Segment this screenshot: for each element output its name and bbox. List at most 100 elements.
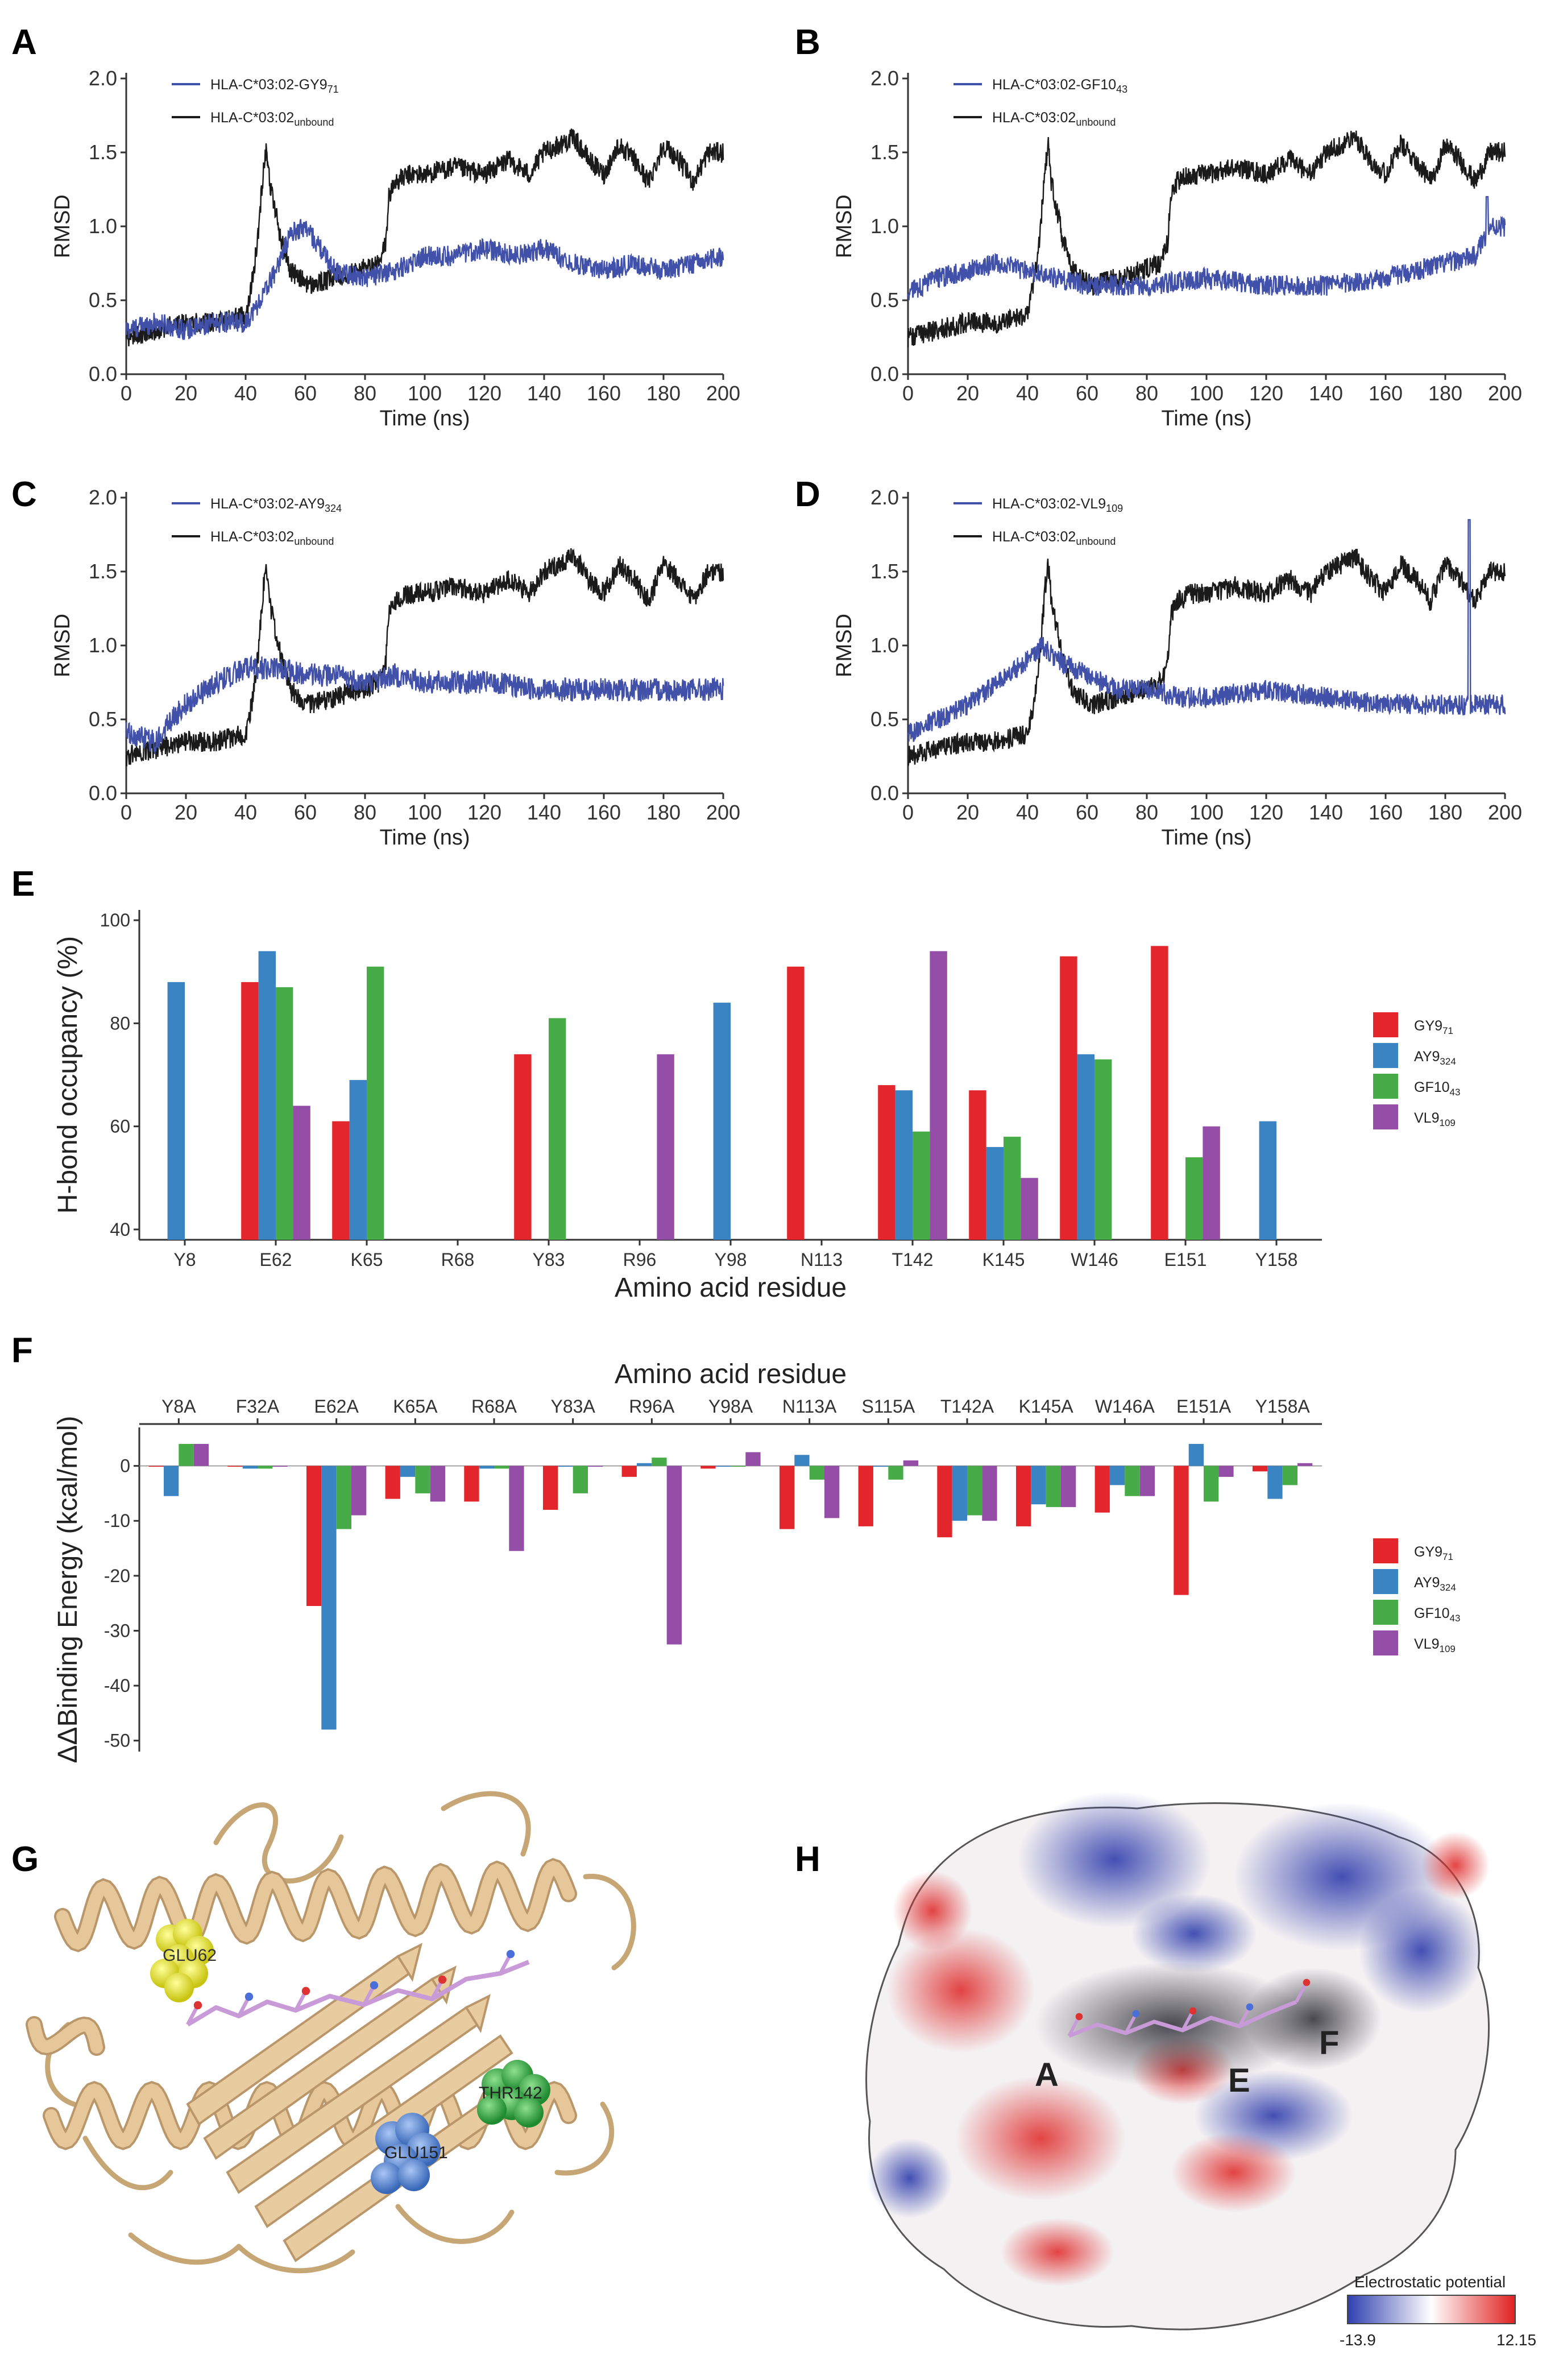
x-tick-label: 140 xyxy=(527,382,561,405)
category-label: Y158A xyxy=(1255,1396,1311,1417)
bar-ay9-k65 xyxy=(349,1080,367,1240)
y-tick-label: 0.5 xyxy=(89,707,117,731)
y-tick-label: 0.0 xyxy=(870,362,899,386)
y-tick-label: 1.5 xyxy=(870,140,899,164)
category-label: Y98 xyxy=(715,1249,747,1270)
x-tick-label: 60 xyxy=(294,801,317,824)
bar-gf10-k145 xyxy=(1004,1136,1021,1240)
bar-vl9-s115a xyxy=(903,1460,918,1466)
surface-charge-patches xyxy=(867,1791,1490,2286)
peptide-atom xyxy=(1246,2003,1254,2011)
legend-unbound-label: HLA-C*03:02unbound xyxy=(992,110,1116,128)
x-tick-label: 0 xyxy=(902,382,914,405)
y-tick-label: 0.5 xyxy=(89,288,117,312)
x-tick-label: 0 xyxy=(902,801,914,824)
y-tick-label: 80 xyxy=(110,1013,130,1033)
category-label: R68 xyxy=(441,1249,475,1270)
legend-unbound-label: HLA-C*03:02unbound xyxy=(210,110,334,128)
y-tick-label: 2.0 xyxy=(870,486,899,509)
bar-gy9-e151 xyxy=(1151,946,1168,1240)
y-tick-label: 60 xyxy=(110,1116,130,1137)
bar-gy9-k145 xyxy=(969,1090,986,1240)
x-tick-label: 160 xyxy=(587,801,621,824)
x-tick-label: 100 xyxy=(1189,382,1224,405)
bar-ay9-e151a xyxy=(1188,1444,1204,1466)
bar-gy9-r68a xyxy=(464,1466,479,1502)
bar-vl9-y8a xyxy=(193,1444,209,1466)
peptide-sticks xyxy=(186,1949,530,2027)
y-tick-label: -30 xyxy=(104,1620,130,1641)
bar-ay9-y158a xyxy=(1267,1466,1283,1499)
bar-gy9-y83 xyxy=(514,1054,532,1240)
y-axis-title: RMSD xyxy=(51,194,74,258)
x-tick-label: 40 xyxy=(234,801,257,824)
bar-gy9-s115a xyxy=(858,1466,873,1526)
glu62-label: GLU62 xyxy=(163,1946,217,1965)
y-axis-title: H-bond occupancy (%) xyxy=(53,936,83,1214)
rmsd-plot-a: 0 20 40 60 80 100 120 140 160 180 200 0.0 0.5 1.0 1.5 2… xyxy=(51,67,740,431)
bar-vl9-y98a xyxy=(745,1452,761,1466)
y-axis-title: RMSD xyxy=(832,194,856,258)
x-axis-title: Time (ns) xyxy=(1161,826,1251,850)
category-label: T142 xyxy=(892,1249,934,1270)
peptide-in-groove xyxy=(1067,1978,1311,2038)
y-tick-label: 1.5 xyxy=(89,560,117,583)
x-tick-label: 180 xyxy=(646,801,681,824)
x-tick-label: 120 xyxy=(1249,801,1283,824)
category-label: K65 xyxy=(351,1249,383,1270)
bar-gf10-s115a xyxy=(888,1466,903,1480)
bar-gf10-t142 xyxy=(913,1131,930,1240)
bar-gy9-e151a xyxy=(1174,1466,1189,1595)
bar-ay9-y83a xyxy=(558,1466,573,1467)
legend-label-gf10: GF1043 xyxy=(1414,1079,1460,1098)
x-tick-label: 200 xyxy=(1488,382,1522,405)
electrostatic-colorbar: Electrostatic potential -13.9 12.15 xyxy=(1340,2273,1536,2349)
y-tick-label: 0.5 xyxy=(870,288,899,312)
bar-vl9-e151a xyxy=(1218,1466,1234,1477)
bar-ay9-k65a xyxy=(400,1466,416,1477)
bound-trace xyxy=(907,519,1506,742)
category-label: E151A xyxy=(1176,1396,1232,1417)
x-tick-label: 140 xyxy=(1309,382,1343,405)
category-label: F32A xyxy=(236,1396,280,1417)
bar-gf10-f32a xyxy=(258,1466,273,1469)
category-label: E151 xyxy=(1164,1249,1207,1270)
legend-swatch-vl9 xyxy=(1373,1630,1398,1655)
x-tick-label: 100 xyxy=(408,801,442,824)
y-axis-title: RMSD xyxy=(51,614,74,677)
category-label: Y98A xyxy=(708,1396,753,1417)
bar-vl9-k145a xyxy=(1061,1466,1076,1508)
y-tick-label: 1.0 xyxy=(89,214,117,238)
y-tick-label: 100 xyxy=(100,910,130,930)
y-axis-title: RMSD xyxy=(832,614,856,677)
bar-gy9-y158a xyxy=(1253,1466,1268,1472)
rmsd-plot-b: 0 20 40 60 80 100 120 140 160 180 200 0.0 0.5 1.0 1.5 2… xyxy=(832,67,1522,431)
category-label: T142A xyxy=(940,1396,994,1417)
x-tick-label: 60 xyxy=(1076,382,1098,405)
ribbon-loops xyxy=(45,1791,636,2274)
category-label: N113 xyxy=(801,1249,843,1270)
peptide-atom xyxy=(506,1949,515,1959)
unbound-trace xyxy=(125,548,724,767)
x-tick-label: 20 xyxy=(956,801,979,824)
bar-gf10-y158a xyxy=(1282,1466,1297,1485)
y-tick-label: -20 xyxy=(104,1566,130,1586)
x-tick-label: 200 xyxy=(706,382,740,405)
bar-ay9-e62 xyxy=(258,951,276,1240)
bar-gy9-y8a xyxy=(148,1466,164,1467)
panel-letter-b: B xyxy=(795,23,820,62)
colorbar-gradient xyxy=(1347,2295,1516,2324)
thr142-spheres xyxy=(477,2060,550,2127)
legend-unbound-label: HLA-C*03:02unbound xyxy=(992,529,1116,547)
unbound-trace xyxy=(907,130,1506,348)
bar-ay9-t142 xyxy=(895,1090,913,1240)
x-axis-title: Amino acid residue xyxy=(615,1359,847,1389)
peptide-sidechain xyxy=(1181,2010,1195,2031)
x-tick-label: 200 xyxy=(1488,801,1522,824)
y-tick-label: 0.0 xyxy=(870,781,899,805)
y-tick-label: -50 xyxy=(104,1731,130,1751)
legend-label-gy9: GY971 xyxy=(1414,1544,1453,1562)
legend-swatch-ay9 xyxy=(1373,1043,1398,1068)
peptide-sidechain xyxy=(1067,2015,1081,2037)
